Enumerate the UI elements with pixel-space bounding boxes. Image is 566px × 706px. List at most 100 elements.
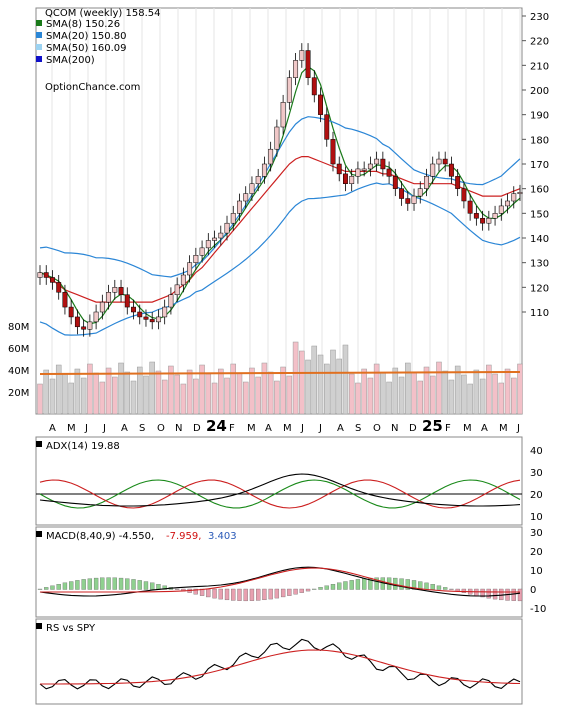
x-tick-label: J: [300, 423, 304, 434]
candle-body: [131, 306, 136, 313]
volume-bar: [274, 380, 280, 415]
macd-histogram-bar: [87, 578, 93, 590]
axis-ticks: 2302202102001901801701601501401301201108…: [8, 12, 549, 615]
macd-histogram-bar: [280, 588, 286, 598]
candle-body: [343, 173, 348, 184]
volume-tick-label: 20M: [8, 388, 29, 399]
candle-body: [155, 316, 161, 323]
adx-label: ADX(14) 19.88: [46, 441, 120, 452]
volume-bar: [280, 366, 286, 415]
candle-body: [74, 316, 80, 328]
volume-bar: [161, 379, 168, 415]
volume-bar: [124, 371, 131, 415]
candle-body: [424, 176, 429, 189]
candle-body: [455, 176, 461, 189]
volume-bar: [299, 350, 305, 415]
volume-bar: [199, 364, 205, 415]
macd-histogram-bar: [249, 588, 255, 601]
volume-bar: [411, 371, 417, 415]
volume-bar: [348, 373, 355, 415]
legend-swatch: [36, 20, 42, 26]
macd-histogram-bar: [362, 578, 367, 590]
volume-bar: [242, 381, 249, 415]
upper-band-line: [39, 116, 521, 278]
volume-bar: [74, 368, 81, 415]
candle-body: [461, 188, 467, 202]
candle-body: [467, 200, 473, 214]
volume-bar: [305, 359, 311, 415]
candle-body: [237, 200, 242, 214]
rs-label: RS vs SPY: [46, 623, 96, 634]
volume-bar: [43, 369, 49, 415]
x-tick-label: A: [49, 423, 56, 434]
macd-histogram-bar: [62, 582, 68, 590]
macd-histogram-bar: [193, 588, 198, 595]
candle-body: [56, 282, 62, 293]
candle-body: [93, 311, 99, 323]
volume-bar: [504, 368, 511, 415]
volume-bar: [186, 369, 193, 415]
volume-bar: [255, 376, 261, 415]
macd-histogram-bar: [218, 588, 223, 600]
candle-body: [361, 168, 367, 171]
candle-body: [268, 148, 274, 165]
x-tick-label: M: [283, 423, 292, 434]
macd-histogram-bar: [293, 588, 298, 595]
volume-bar: [330, 349, 336, 415]
volume-bar: [398, 376, 405, 415]
volume-bar: [324, 363, 330, 415]
volume-bar: [311, 345, 318, 415]
volume-bar: [417, 380, 424, 415]
macd-histogram-bar: [100, 577, 105, 590]
legend-swatch: [36, 32, 42, 38]
legend-label: SMA(50) 160.09: [46, 43, 127, 54]
candle-body: [392, 176, 398, 189]
volume-bar: [55, 364, 62, 415]
candle-body: [205, 240, 211, 249]
candle-body: [149, 319, 155, 323]
volume-bar: [118, 362, 124, 415]
volume-bar: [155, 370, 162, 415]
macd-histogram-bar: [256, 588, 261, 601]
candle-body: [50, 277, 55, 283]
x-tick-label: M: [67, 423, 76, 434]
legend-label: SMA(200): [46, 55, 95, 66]
volume-bar: [261, 362, 268, 415]
price-tick-label: 150: [530, 209, 549, 220]
macd-histogram-bar: [287, 588, 292, 596]
macd-histogram-bar: [93, 577, 99, 590]
legend-swatch: [36, 44, 42, 50]
candle-body: [436, 158, 442, 165]
candle-body: [511, 193, 517, 202]
x-tick-label: A: [337, 423, 344, 434]
macd-histogram-bar: [337, 582, 342, 590]
volume-bar: [498, 382, 505, 415]
x-tick-label: J: [102, 423, 106, 434]
macd-histogram-bar: [330, 584, 336, 590]
macd-histogram-bar: [162, 585, 167, 590]
volume-bar: [236, 372, 243, 415]
macd-histogram-bar: [312, 588, 317, 590]
volume-bar: [479, 378, 486, 415]
macd-histogram-bar: [125, 578, 130, 590]
candle-body: [199, 247, 205, 256]
candle-body: [286, 77, 292, 103]
macd-histogram-bar: [511, 588, 516, 601]
macd-histogram-bar: [443, 587, 448, 590]
macd-histogram-bar: [461, 588, 467, 593]
candle-body: [430, 163, 436, 177]
candle-body: [336, 163, 342, 175]
volume-bar: [249, 367, 255, 415]
volume-bar: [342, 344, 349, 415]
rs-line: [39, 638, 521, 690]
macd-histogram-bar: [56, 584, 61, 590]
volume-bar: [373, 363, 380, 415]
rs-swatch: [36, 623, 42, 629]
volume-average-line: [39, 371, 521, 375]
macd-line: [39, 566, 521, 597]
volume-bar: [62, 373, 68, 415]
candle-body: [274, 126, 280, 150]
volume-bar: [454, 365, 461, 415]
macd-histogram-bar: [81, 579, 86, 590]
